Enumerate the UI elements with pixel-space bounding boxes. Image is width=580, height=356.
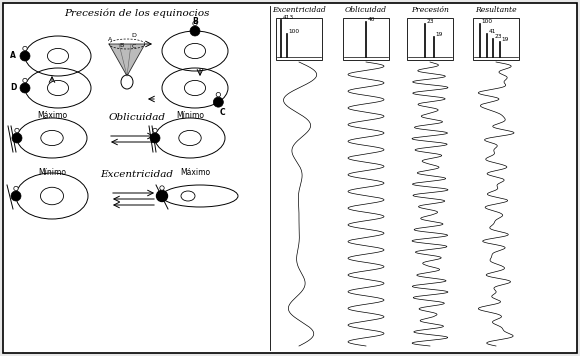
Ellipse shape [41, 130, 63, 146]
Text: Excentricidad: Excentricidad [100, 170, 173, 179]
Text: D: D [10, 84, 16, 93]
Bar [343, 18, 389, 60]
Circle shape [14, 186, 18, 191]
Ellipse shape [121, 75, 133, 89]
Ellipse shape [184, 43, 205, 59]
Text: 100: 100 [289, 29, 300, 34]
Bar [276, 18, 322, 60]
Circle shape [23, 78, 27, 83]
Circle shape [23, 46, 27, 51]
Text: 41: 41 [488, 29, 496, 34]
Text: 23: 23 [426, 19, 434, 24]
Ellipse shape [41, 187, 64, 205]
Text: Resultante: Resultante [475, 6, 517, 14]
Text: Mínimo: Mínimo [38, 168, 66, 177]
Text: Precesión de los equinocios: Precesión de los equinocios [64, 8, 210, 17]
Text: A: A [108, 37, 113, 42]
Text: Mínimo: Mínimo [176, 111, 204, 120]
Text: Precesión: Precesión [411, 6, 449, 14]
Ellipse shape [181, 191, 195, 201]
Text: 19: 19 [436, 32, 443, 37]
Ellipse shape [184, 80, 205, 96]
Ellipse shape [48, 48, 68, 64]
Circle shape [20, 51, 30, 61]
FancyBboxPatch shape [3, 3, 577, 353]
Circle shape [157, 190, 168, 201]
Text: 19: 19 [502, 37, 509, 42]
Text: C: C [132, 44, 136, 49]
Text: B: B [192, 16, 198, 26]
Circle shape [150, 133, 160, 143]
Ellipse shape [179, 130, 201, 146]
Ellipse shape [48, 80, 68, 96]
Circle shape [11, 191, 21, 201]
Text: 40: 40 [368, 17, 375, 22]
Text: Excentricidad: Excentricidad [272, 6, 326, 14]
Text: Máximo: Máximo [37, 111, 67, 120]
Text: A: A [10, 52, 16, 61]
Bar [407, 18, 453, 60]
Circle shape [193, 21, 197, 26]
Polygon shape [109, 44, 145, 76]
Text: Máximo: Máximo [180, 168, 210, 177]
Circle shape [12, 133, 22, 143]
Text: 413: 413 [282, 15, 293, 20]
Text: B: B [119, 43, 123, 48]
Text: 23: 23 [495, 33, 502, 38]
Bar [473, 18, 519, 60]
Circle shape [153, 128, 157, 133]
Text: 100: 100 [481, 20, 492, 25]
Circle shape [160, 186, 164, 190]
Circle shape [213, 97, 223, 107]
Text: Oblicuidad: Oblicuidad [345, 6, 387, 14]
Circle shape [216, 93, 220, 97]
Circle shape [190, 26, 200, 36]
Circle shape [15, 128, 19, 133]
Text: D: D [131, 33, 136, 38]
Circle shape [20, 83, 30, 93]
Text: Oblicuidad: Oblicuidad [108, 113, 165, 122]
Text: C: C [219, 108, 225, 117]
